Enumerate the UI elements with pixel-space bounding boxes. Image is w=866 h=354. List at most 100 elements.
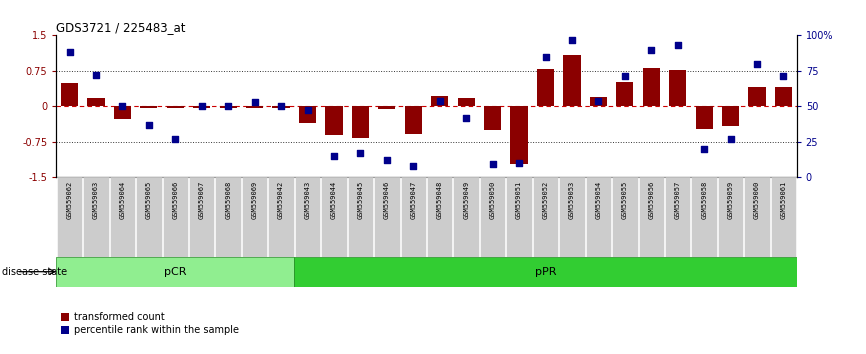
FancyBboxPatch shape [401,177,426,257]
Point [565,37,578,42]
Text: disease state: disease state [2,267,67,277]
Text: GSM559061: GSM559061 [780,181,786,219]
Point [697,146,711,152]
Text: GSM559055: GSM559055 [622,181,628,219]
Bar [431,96,449,106]
Bar [643,68,660,106]
Bar [166,106,184,108]
Text: GSM559068: GSM559068 [225,181,231,219]
Text: GSM559067: GSM559067 [198,181,204,219]
Text: GSM559063: GSM559063 [93,181,99,219]
FancyBboxPatch shape [189,177,215,257]
Text: GSM559047: GSM559047 [410,181,417,219]
Point [406,163,420,169]
FancyBboxPatch shape [294,257,797,287]
Bar [352,106,369,138]
Point [168,136,182,142]
FancyBboxPatch shape [612,177,637,257]
Bar [299,106,316,123]
Text: GSM559059: GSM559059 [727,181,734,219]
Text: GSM559069: GSM559069 [252,181,257,219]
Bar [537,69,554,106]
FancyBboxPatch shape [771,177,796,257]
FancyBboxPatch shape [242,177,268,257]
Point [89,72,103,78]
Bar [484,106,501,130]
Bar [775,87,792,106]
Text: GSM559042: GSM559042 [278,181,284,219]
Point [671,42,685,48]
Bar [378,106,396,109]
Point [486,161,500,167]
Bar [140,106,158,108]
FancyBboxPatch shape [559,177,585,257]
Text: GSM559053: GSM559053 [569,181,575,219]
Text: GSM559050: GSM559050 [489,181,495,219]
Point [433,98,447,103]
FancyBboxPatch shape [294,177,320,257]
Bar [326,106,343,136]
Point [195,103,209,109]
Bar [404,106,422,133]
Bar [61,82,78,106]
Text: GSM559054: GSM559054 [596,181,601,219]
FancyBboxPatch shape [691,177,717,257]
FancyBboxPatch shape [374,177,399,257]
FancyBboxPatch shape [348,177,373,257]
FancyBboxPatch shape [480,177,505,257]
Bar [510,106,527,164]
Text: pCR: pCR [164,267,186,277]
Point [142,122,156,127]
FancyBboxPatch shape [718,177,743,257]
Bar [748,87,766,106]
Text: GDS3721 / 225483_at: GDS3721 / 225483_at [56,21,186,34]
FancyBboxPatch shape [56,257,294,287]
Text: GSM559051: GSM559051 [516,181,522,219]
Bar [193,106,210,108]
FancyBboxPatch shape [268,177,294,257]
Text: GSM559060: GSM559060 [754,181,760,219]
Point [750,61,764,67]
Point [777,74,791,79]
Text: GSM559044: GSM559044 [331,181,337,219]
Point [353,150,367,156]
Text: GSM559049: GSM559049 [463,181,469,219]
FancyBboxPatch shape [638,177,664,257]
FancyBboxPatch shape [665,177,690,257]
FancyBboxPatch shape [83,177,108,257]
FancyBboxPatch shape [454,177,479,257]
FancyBboxPatch shape [136,177,162,257]
Point [62,50,76,55]
Text: GSM559062: GSM559062 [67,181,73,219]
Text: GSM559056: GSM559056 [649,181,655,219]
Bar [564,55,580,106]
Point [724,136,738,142]
Text: GSM559052: GSM559052 [542,181,548,219]
Bar [722,106,740,126]
Bar [617,82,633,106]
Point [459,115,473,120]
Point [275,103,288,109]
Point [644,47,658,52]
Point [327,153,341,159]
Point [618,74,632,79]
Bar [457,98,475,106]
Point [221,103,235,109]
Text: GSM559048: GSM559048 [436,181,443,219]
Text: GSM559046: GSM559046 [384,181,390,219]
Text: GSM559058: GSM559058 [701,181,708,219]
Bar [669,70,687,106]
FancyBboxPatch shape [110,177,135,257]
FancyBboxPatch shape [745,177,770,257]
FancyBboxPatch shape [216,177,241,257]
Text: pPR: pPR [534,267,556,277]
Text: GSM559043: GSM559043 [305,181,311,219]
Point [539,54,553,59]
Point [380,157,394,163]
Point [248,99,262,105]
Bar [246,106,263,108]
FancyBboxPatch shape [427,177,452,257]
FancyBboxPatch shape [321,177,346,257]
Bar [220,106,236,108]
FancyBboxPatch shape [533,177,559,257]
